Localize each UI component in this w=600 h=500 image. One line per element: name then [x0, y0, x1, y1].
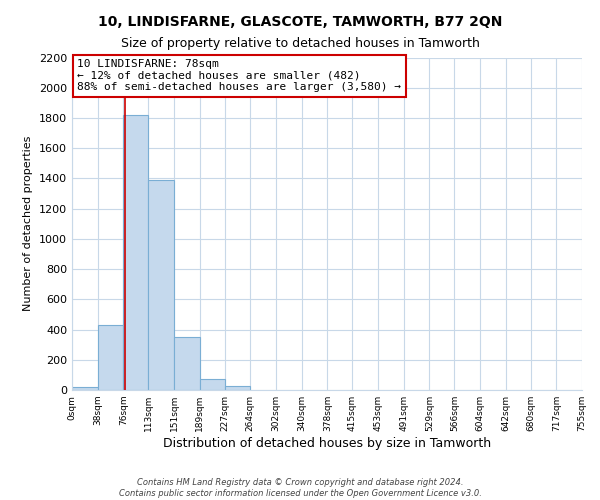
Bar	[200, 378, 226, 390]
Text: 10 LINDISFARNE: 78sqm
← 12% of detached houses are smaller (482)
88% of semi-det: 10 LINDISFARNE: 78sqm ← 12% of detached …	[77, 59, 401, 92]
Bar	[98, 325, 124, 390]
Bar	[174, 337, 200, 390]
Bar	[226, 386, 250, 390]
Text: Contains HM Land Registry data © Crown copyright and database right 2024.
Contai: Contains HM Land Registry data © Crown c…	[119, 478, 481, 498]
Y-axis label: Number of detached properties: Number of detached properties	[23, 136, 34, 312]
Text: Size of property relative to detached houses in Tamworth: Size of property relative to detached ho…	[121, 38, 479, 51]
Text: 10, LINDISFARNE, GLASCOTE, TAMWORTH, B77 2QN: 10, LINDISFARNE, GLASCOTE, TAMWORTH, B77…	[98, 15, 502, 29]
Bar	[148, 180, 174, 390]
Bar	[72, 387, 98, 390]
X-axis label: Distribution of detached houses by size in Tamworth: Distribution of detached houses by size …	[163, 437, 491, 450]
Bar	[124, 115, 148, 390]
